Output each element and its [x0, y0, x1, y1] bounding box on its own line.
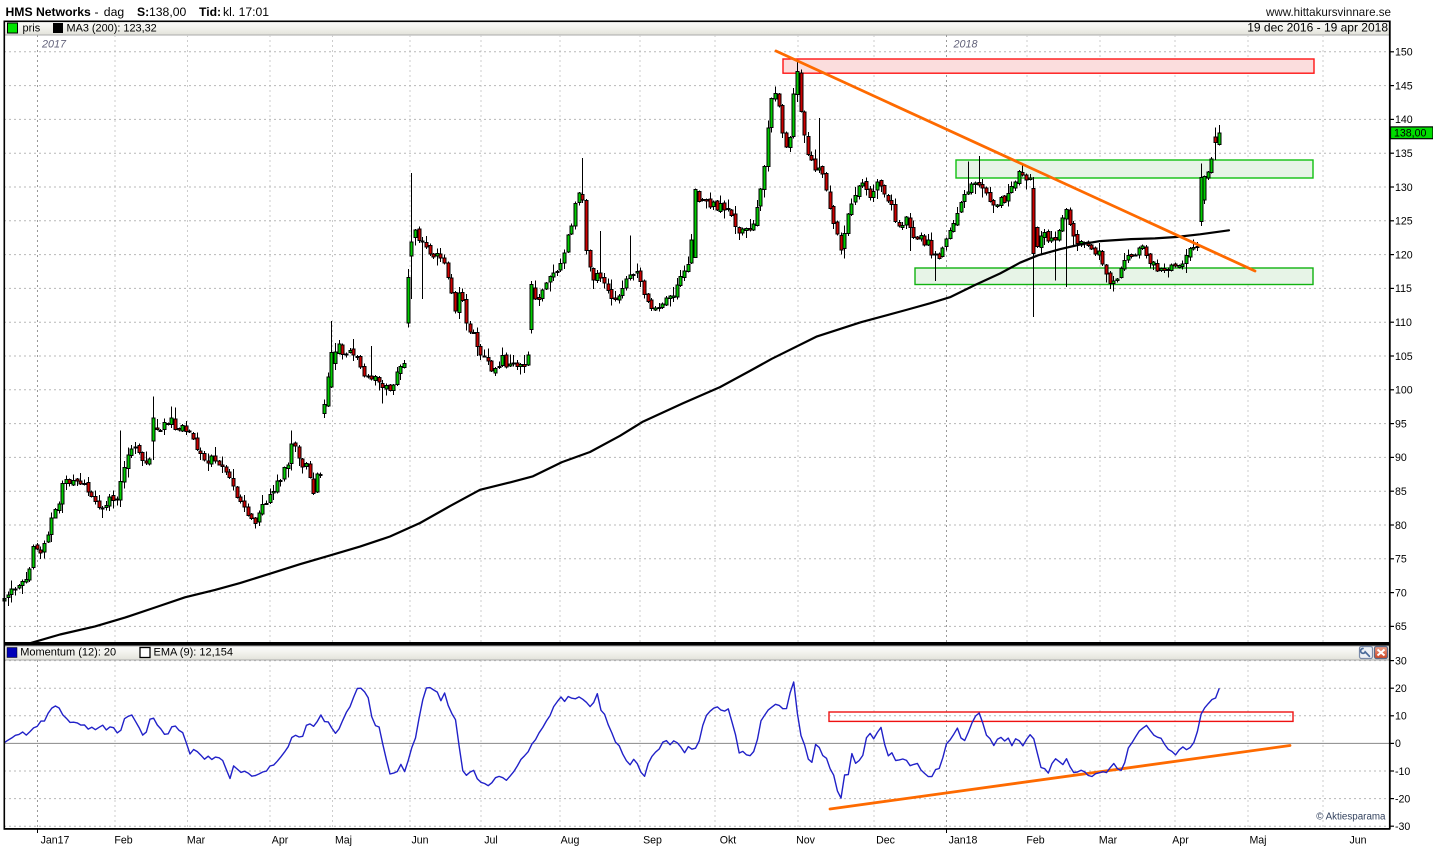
svg-text:Feb: Feb: [114, 835, 132, 847]
svg-text:Okt: Okt: [720, 835, 737, 847]
svg-text:130: 130: [1395, 182, 1413, 194]
svg-text:85: 85: [1395, 486, 1407, 498]
svg-text:125: 125: [1395, 216, 1413, 228]
svg-text:115: 115: [1395, 283, 1412, 295]
svg-text:pris: pris: [23, 23, 41, 35]
svg-text:80: 80: [1395, 520, 1407, 532]
svg-text:10: 10: [1395, 711, 1407, 723]
svg-text:Jun: Jun: [1349, 835, 1366, 847]
svg-text:kl. 17:01: kl. 17:01: [223, 5, 269, 19]
svg-text:Aug: Aug: [561, 835, 580, 847]
svg-text:0: 0: [1395, 738, 1401, 750]
svg-text:138,00: 138,00: [1394, 128, 1427, 140]
svg-text:Feb: Feb: [1026, 835, 1044, 847]
svg-text:Jan17: Jan17: [41, 835, 70, 847]
svg-text:dag: dag: [104, 5, 124, 19]
svg-text:138,00: 138,00: [149, 5, 186, 19]
svg-text:100: 100: [1395, 385, 1413, 397]
svg-text:105: 105: [1395, 351, 1413, 363]
svg-text:www.hittakursvinnare.se: www.hittakursvinnare.se: [1265, 6, 1391, 19]
svg-text:2017: 2017: [41, 39, 67, 51]
svg-text:90: 90: [1395, 452, 1407, 464]
svg-text:© Aktiesparama: © Aktiesparama: [1316, 812, 1386, 823]
svg-text:Jun: Jun: [411, 835, 428, 847]
svg-text:-20: -20: [1395, 793, 1410, 805]
svg-text:65: 65: [1395, 621, 1407, 633]
svg-text:140: 140: [1395, 114, 1413, 126]
svg-text:135: 135: [1395, 148, 1413, 160]
svg-text:-30: -30: [1395, 821, 1410, 833]
svg-text:S:: S:: [137, 5, 149, 19]
svg-text:Jul: Jul: [484, 835, 498, 847]
svg-text:-: -: [95, 5, 99, 19]
svg-text:EMA (9): 12,154: EMA (9): 12,154: [154, 647, 234, 659]
svg-text:20: 20: [1395, 683, 1407, 695]
svg-text:70: 70: [1395, 587, 1407, 599]
svg-text:MA3 (200): 123,32: MA3 (200): 123,32: [67, 23, 157, 35]
svg-text:Sep: Sep: [643, 835, 662, 847]
svg-text:150: 150: [1395, 47, 1413, 59]
svg-text:Mar: Mar: [1099, 835, 1118, 847]
svg-text:Maj: Maj: [1249, 835, 1266, 847]
svg-text:Mar: Mar: [187, 835, 206, 847]
svg-text:Apr: Apr: [272, 835, 289, 847]
svg-text:95: 95: [1395, 418, 1407, 430]
svg-text:2018: 2018: [953, 39, 978, 51]
svg-text:145: 145: [1395, 80, 1413, 92]
svg-text:19 dec 2016 - 19 apr 2018: 19 dec 2016 - 19 apr 2018: [1247, 21, 1388, 35]
svg-text:Apr: Apr: [1172, 835, 1189, 847]
svg-text:Jan18: Jan18: [949, 835, 978, 847]
svg-text:Nov: Nov: [796, 835, 816, 847]
svg-text:Dec: Dec: [876, 835, 896, 847]
svg-text:30: 30: [1395, 655, 1407, 667]
svg-text:110: 110: [1395, 317, 1412, 329]
svg-text:120: 120: [1395, 249, 1413, 261]
svg-text:-10: -10: [1395, 766, 1410, 778]
svg-text:Maj: Maj: [335, 835, 352, 847]
svg-text:Momentum (12): 20: Momentum (12): 20: [20, 647, 116, 659]
svg-text:Tid:: Tid:: [199, 5, 221, 19]
svg-text:75: 75: [1395, 554, 1407, 566]
svg-text:HMS Networks: HMS Networks: [6, 5, 92, 19]
